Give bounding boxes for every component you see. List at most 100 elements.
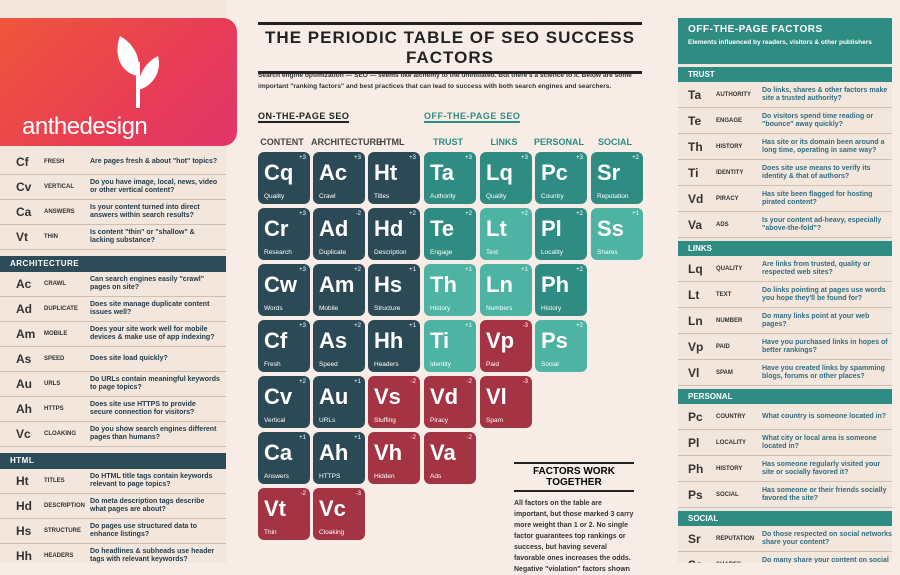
element-symbol: As [319, 328, 348, 353]
element-symbol: Cr [264, 216, 289, 241]
architecture-header: ARCHITECTURE [0, 256, 226, 272]
element-tile[interactable]: -3 Vp Paid [480, 320, 532, 372]
factor-name: HTTPS [44, 406, 64, 412]
element-weight: +1 [465, 323, 472, 329]
element-weight: +1 [409, 267, 416, 273]
factor-symbol: Cv [16, 180, 32, 194]
factor-symbol: Vl [688, 365, 700, 380]
factor-question: Does site use means to verify its identi… [762, 164, 871, 180]
factor-question: Do HTML title tags contain keywords rele… [90, 473, 213, 488]
element-tile[interactable]: +3 Ta Authority [424, 152, 476, 204]
element-word: Fresh [264, 361, 281, 368]
factor-question: Do those respected on social networks sh… [762, 530, 892, 546]
element-word: Authority [430, 193, 456, 200]
element-tile[interactable]: +2 As Speed [313, 320, 365, 372]
page-title: THE PERIODIC TABLE OF SEO SUCCESS FACTOR… [258, 22, 642, 74]
element-tile[interactable]: +3 Lq Quality [480, 152, 532, 204]
element-weight: +1 [354, 435, 361, 441]
brand-logo[interactable]: anthedesign [0, 18, 237, 146]
element-tile[interactable]: +1 Hs Structure [368, 264, 420, 316]
element-tile[interactable]: -3 Vl Spam [480, 376, 532, 428]
element-tile[interactable]: +2 Lt Text [480, 208, 532, 260]
element-tile[interactable]: +2 Ps Social [535, 320, 587, 372]
element-tile[interactable]: +3 Cf Fresh [258, 320, 310, 372]
element-weight: -2 [466, 435, 472, 441]
factor-row: Ca ANSWERS Is your content turned into dir… [0, 200, 226, 225]
element-tile[interactable]: +2 Ph History [535, 264, 587, 316]
element-weight: +3 [299, 211, 306, 217]
element-tile[interactable]: -2 Vd Piracy [424, 376, 476, 428]
element-word: Answers [264, 473, 289, 480]
factor-row: Lq QUALITY Are links from trusted, quality… [678, 256, 892, 282]
trust-header: TRUST [678, 67, 892, 82]
factor-symbol: Ph [688, 461, 704, 476]
element-tile[interactable]: -2 Va Ads [424, 432, 476, 484]
element-weight: +2 [632, 155, 639, 161]
element-weight: -3 [355, 491, 361, 497]
element-word: Thin [264, 529, 277, 536]
element-tile[interactable]: -3 Vc Cloaking [313, 488, 365, 540]
factor-name: STRUCTURE [44, 528, 81, 534]
element-tile[interactable]: +3 Cq Quality [258, 152, 310, 204]
factor-name: ANSWERS [44, 209, 75, 215]
element-tile[interactable]: +1 Th History [424, 264, 476, 316]
element-weight: +2 [299, 379, 306, 385]
element-weight: -2 [355, 211, 361, 217]
element-weight: +1 [409, 323, 416, 329]
factor-name: CLOAKING [44, 431, 76, 437]
factor-name: CRAWL [44, 281, 66, 287]
element-tile[interactable]: +3 Cw Words [258, 264, 310, 316]
factor-symbol: Th [688, 139, 703, 154]
element-tile[interactable]: +3 Ac Crawl [313, 152, 365, 204]
element-tile[interactable]: +2 Am Mobile [313, 264, 365, 316]
element-tile[interactable]: +1 Ln Numbers [480, 264, 532, 316]
factor-question: Does site load quickly? [90, 355, 168, 362]
factor-symbol: Ps [688, 487, 703, 502]
factor-row: Pl LOCALITY What city or local area is som… [678, 430, 892, 456]
element-tile[interactable]: +1 Ah HTTPS [313, 432, 365, 484]
element-symbol: Vh [374, 440, 403, 465]
factor-name: THIN [44, 234, 58, 240]
element-symbol: Ph [541, 272, 570, 297]
element-tile[interactable]: +1 Ca Answers [258, 432, 310, 484]
off-page-label: OFF-THE-PAGE SEO [424, 111, 521, 123]
element-tile[interactable]: +3 Pc Country [535, 152, 587, 204]
factor-name: DESCRIPTION [44, 503, 86, 509]
element-tile[interactable]: -2 Vh Hidden [368, 432, 420, 484]
element-symbol: Cw [264, 272, 297, 297]
element-symbol: Ti [430, 328, 450, 353]
element-tile[interactable]: +1 Au URLs [313, 376, 365, 428]
element-tile[interactable]: -2 Vs Stuffing [368, 376, 420, 428]
element-tile[interactable]: +2 Pl Locality [535, 208, 587, 260]
element-tile[interactable]: +1 Hh Headers [368, 320, 420, 372]
element-tile[interactable]: +3 Ht Titles [368, 152, 420, 204]
factor-name: VERTICAL [44, 184, 74, 190]
factor-question: Has site or its domain been around a lon… [762, 138, 885, 154]
element-tile[interactable]: +2 Hd Description [368, 208, 420, 260]
element-tile[interactable]: +1 Ss Shares [591, 208, 643, 260]
element-weight: +3 [521, 155, 528, 161]
element-tile[interactable]: +2 Te Engage [424, 208, 476, 260]
element-tile[interactable]: +2 Cv Vertical [258, 376, 310, 428]
factor-symbol: Ta [688, 87, 702, 102]
element-word: Words [264, 305, 283, 312]
element-tile[interactable]: +1 Ti Identity [424, 320, 476, 372]
element-symbol: Au [319, 384, 349, 409]
factor-question: Do URLs contain meaningful keywords to p… [90, 376, 220, 391]
factor-name: COUNTRY [716, 413, 746, 420]
element-tile[interactable]: -2 Vt Thin [258, 488, 310, 540]
right-factor-panel: OFF-THE-PAGE FACTORS Elements influenced… [678, 18, 892, 563]
element-symbol: Ac [319, 160, 348, 185]
element-word: Mobile [319, 305, 339, 312]
element-tile[interactable]: -2 Ad Duplicate [313, 208, 365, 260]
element-word: Description [374, 249, 407, 256]
element-tile[interactable]: +3 Cr Research [258, 208, 310, 260]
factor-question: Do you have image, local, news, video or… [90, 179, 218, 194]
factor-symbol: Vp [688, 339, 704, 354]
element-symbol: Vd [430, 384, 459, 409]
element-tile[interactable]: +2 Sr Reputation [591, 152, 643, 204]
element-symbol: Cf [264, 328, 288, 353]
column-label: HTML [379, 137, 405, 147]
factor-symbol: Ss [678, 558, 716, 564]
factor-symbol: As [16, 352, 32, 366]
